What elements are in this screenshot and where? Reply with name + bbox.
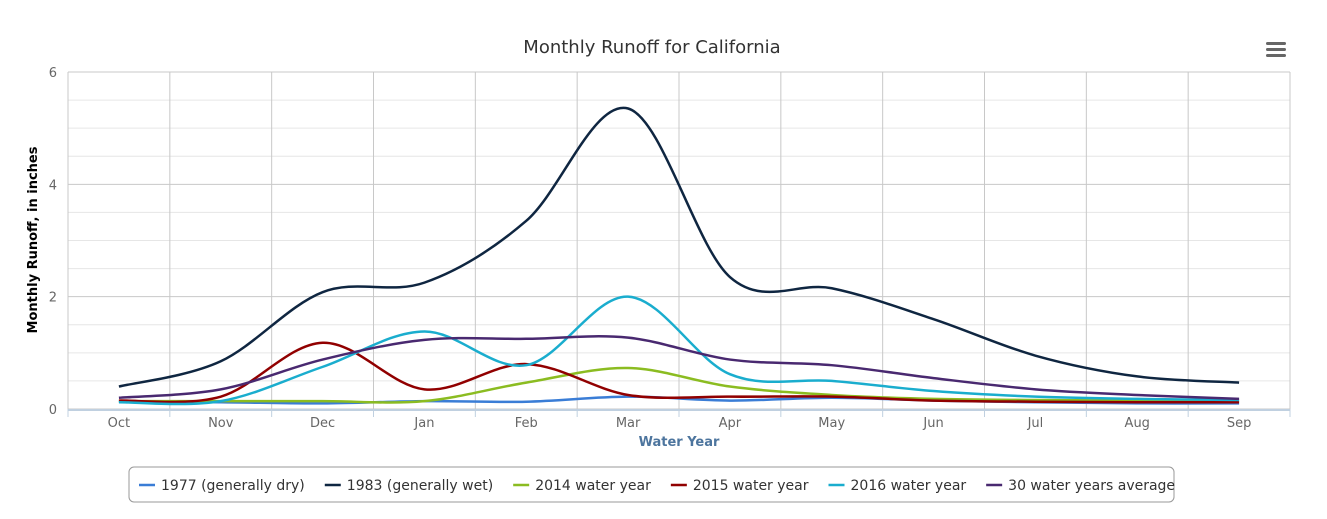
x-tick-label: Jan bbox=[413, 416, 434, 431]
x-tick-label: Apr bbox=[719, 416, 742, 431]
legend-label: 2014 water year bbox=[535, 478, 651, 494]
y-axis-ticks: 0 2 4 6 bbox=[49, 66, 57, 418]
series-line bbox=[118, 335, 1240, 401]
legend-item[interactable]: 2015 water year bbox=[670, 478, 809, 494]
x-tick-label: Feb bbox=[515, 416, 538, 431]
legend-box bbox=[128, 466, 1175, 503]
series-line bbox=[118, 106, 1240, 388]
legend-label: 30 water years average bbox=[1008, 478, 1175, 494]
legend-item[interactable]: 2016 water year bbox=[828, 478, 967, 494]
legend-label: 2016 water year bbox=[851, 478, 967, 494]
x-tick-label: Sep bbox=[1227, 416, 1252, 431]
x-tick-label: Aug bbox=[1125, 416, 1150, 431]
y-tick-label: 4 bbox=[49, 178, 57, 193]
legend-label: 1983 (generally wet) bbox=[347, 478, 493, 494]
x-tick-label: Oct bbox=[108, 416, 130, 431]
x-axis-label: Water Year bbox=[639, 435, 720, 450]
y-tick-label: 2 bbox=[49, 291, 57, 306]
y-tick-label: 0 bbox=[49, 403, 57, 418]
legend-label: 2015 water year bbox=[693, 478, 809, 494]
x-tick-label: May bbox=[818, 416, 845, 431]
series-lines bbox=[118, 106, 1240, 406]
x-axis-ticks: Oct Nov Dec Jan Feb Mar Apr May Jun Jul Aug Sep bbox=[108, 416, 1252, 431]
grid bbox=[67, 71, 1291, 417]
x-tick-label: Dec bbox=[310, 416, 335, 431]
series-line bbox=[118, 295, 1240, 406]
x-tick-label: Jun bbox=[922, 416, 943, 431]
legend-item[interactable]: 30 water years average bbox=[986, 478, 1175, 494]
x-tick-label: Nov bbox=[208, 416, 234, 431]
legend-item[interactable]: 2014 water year bbox=[513, 478, 651, 494]
y-tick-label: 6 bbox=[49, 66, 57, 81]
legend: 1977 (generally dry) 1983 (generally wet)… bbox=[139, 478, 1175, 494]
hamburger-menu-icon[interactable] bbox=[1262, 38, 1290, 60]
series-line bbox=[118, 341, 1240, 404]
legend-item[interactable]: 1983 (generally wet) bbox=[324, 478, 493, 494]
series-line bbox=[118, 366, 1240, 404]
x-tick-label: Jul bbox=[1027, 416, 1044, 431]
chart-title: Monthly Runoff for California bbox=[523, 37, 780, 58]
legend-label: 1977 (generally dry) bbox=[161, 478, 305, 494]
legend-item[interactable]: 1977 (generally dry) bbox=[139, 478, 305, 494]
y-axis-label: Monthly Runoff, in inches bbox=[26, 146, 41, 333]
x-tick-label: Mar bbox=[616, 416, 641, 431]
